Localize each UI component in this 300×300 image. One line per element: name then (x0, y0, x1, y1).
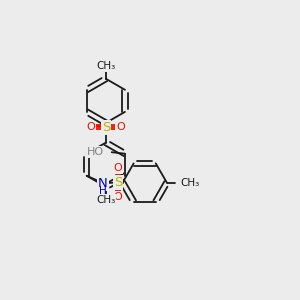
Text: S: S (114, 176, 122, 189)
Text: O: O (116, 122, 125, 132)
Text: H: H (99, 186, 107, 197)
Text: HO: HO (87, 147, 104, 157)
Text: N: N (98, 177, 108, 190)
Text: CH₃: CH₃ (96, 195, 116, 205)
Text: CH₃: CH₃ (180, 178, 199, 188)
Text: O: O (114, 192, 123, 202)
Text: O: O (87, 122, 95, 132)
Text: O: O (114, 164, 123, 173)
Text: S: S (102, 121, 110, 134)
Text: CH₃: CH₃ (96, 61, 116, 71)
